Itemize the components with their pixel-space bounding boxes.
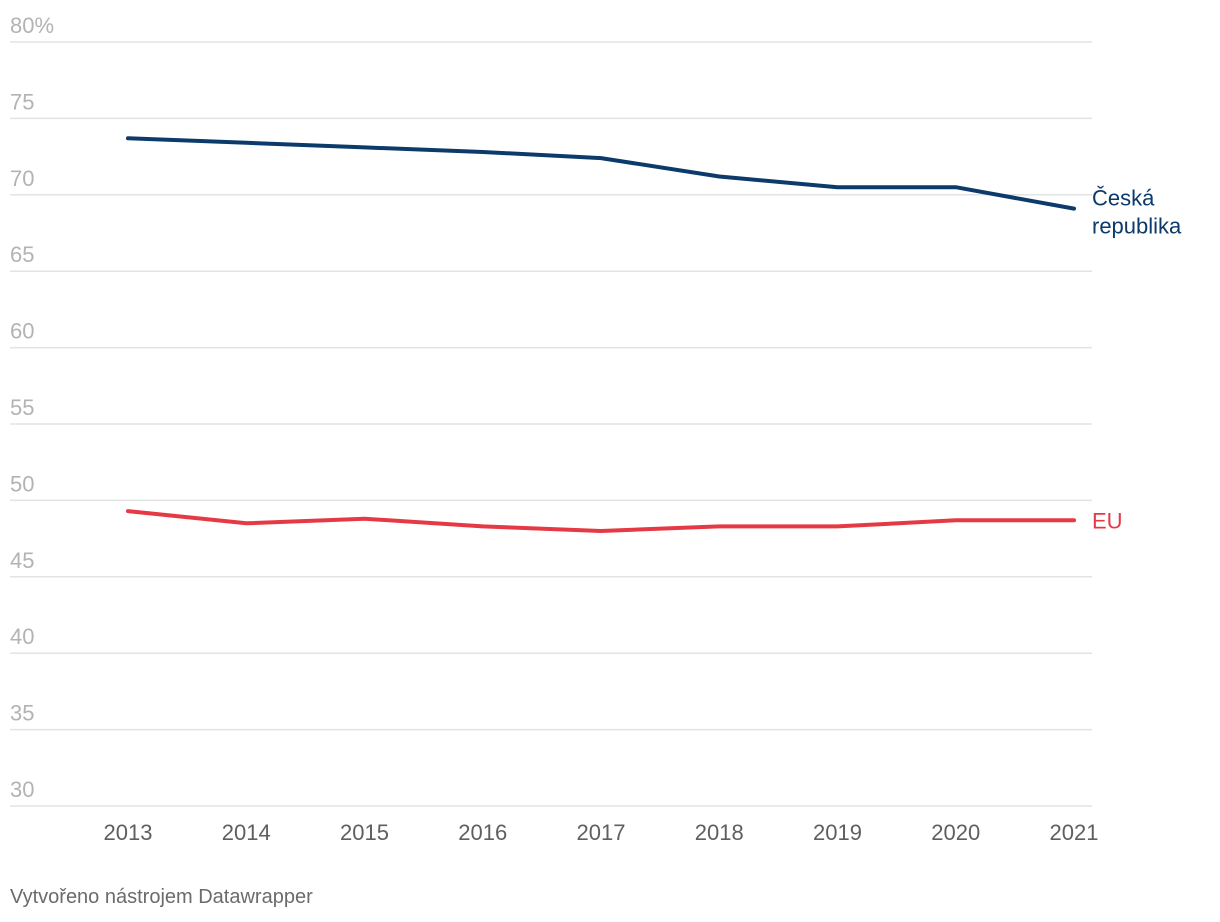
x-tick-label-2014: 2014 [222, 820, 271, 845]
y-tick-label-35: 35 [10, 701, 34, 726]
series-lines [126, 136, 1076, 533]
y-tick-label-60: 60 [10, 319, 34, 344]
x-axis-tick-labels: 2013 2014 2015 2016 2017 2018 2019 2020 2021 [104, 820, 1099, 845]
series-label-line: EU [1092, 508, 1123, 533]
y-axis-tick-labels: 30 35 40 45 50 55 60 65 70 75 80% [10, 13, 54, 802]
x-tick-label-2016: 2016 [458, 820, 507, 845]
x-tick-label-2019: 2019 [813, 820, 862, 845]
series-line-eu [126, 509, 1076, 533]
y-tick-label-50: 50 [10, 471, 34, 496]
y-tick-label-70: 70 [10, 166, 34, 191]
line-chart: 30 35 40 45 50 55 60 65 70 75 80% 2013 2014 2015 2016… [10, 13, 1182, 845]
y-tick-label-55: 55 [10, 395, 34, 420]
series-label-ceska-republika: Česká republika [1092, 186, 1182, 239]
y-tick-label-75: 75 [10, 89, 34, 114]
footer-credit: Vytvořeno nástrojem Datawrapper [10, 886, 313, 908]
y-tick-label-80: 80% [10, 13, 54, 38]
x-tick-label-2015: 2015 [340, 820, 389, 845]
x-tick-label-2018: 2018 [695, 820, 744, 845]
series-label-eu: EU [1092, 508, 1123, 533]
x-tick-label-2013: 2013 [104, 820, 153, 845]
series-label-line: Česká [1092, 186, 1155, 211]
x-tick-label-2020: 2020 [931, 820, 980, 845]
x-tick-label-2021: 2021 [1050, 820, 1099, 845]
series-line-ceska-republika [126, 136, 1076, 211]
y-tick-label-65: 65 [10, 242, 34, 267]
x-tick-label-2017: 2017 [577, 820, 626, 845]
series-labels: Česká republika EU [1092, 186, 1182, 534]
gridlines [10, 41, 1092, 807]
y-tick-label-45: 45 [10, 548, 34, 573]
y-tick-label-40: 40 [10, 624, 34, 649]
series-label-line: republika [1092, 214, 1182, 239]
y-tick-label-30: 30 [10, 777, 34, 802]
